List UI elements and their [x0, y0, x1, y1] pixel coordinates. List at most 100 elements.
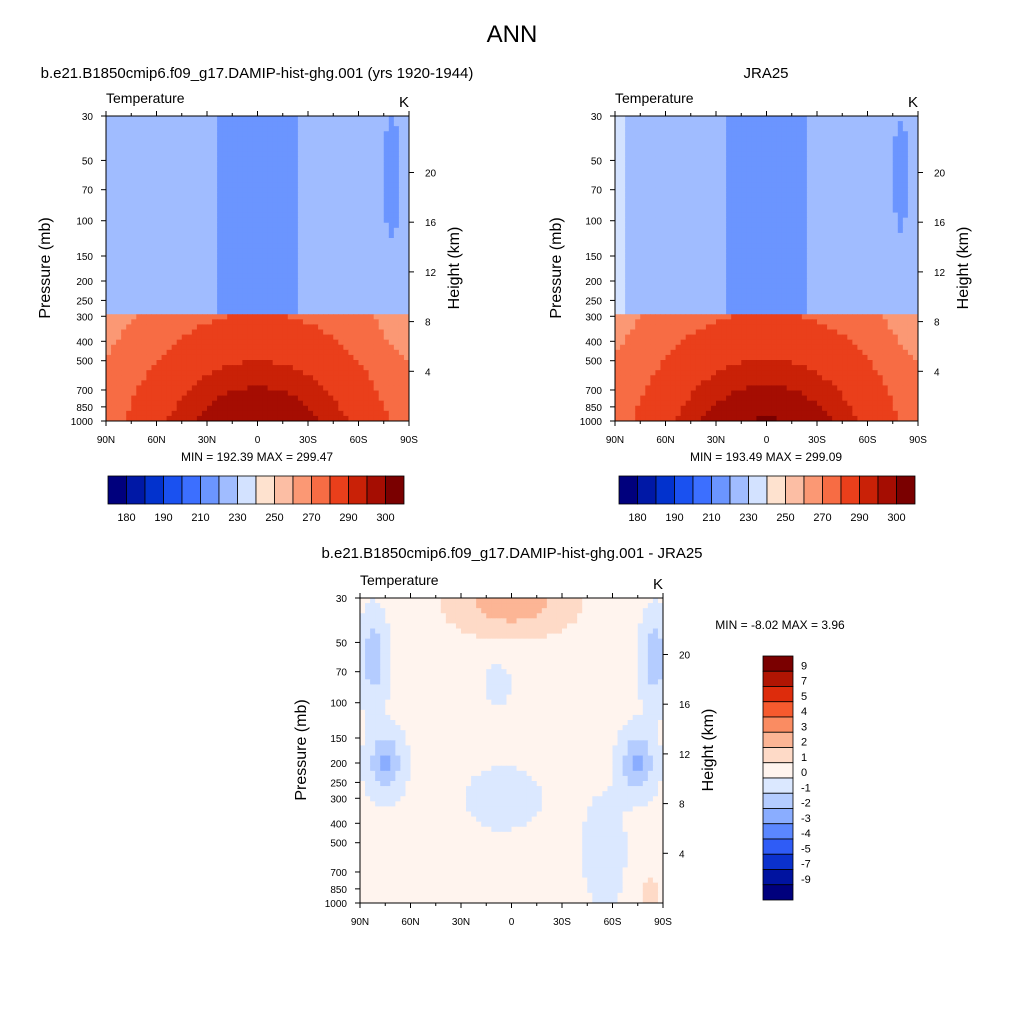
contour-cell	[731, 207, 737, 214]
contour-cell	[257, 232, 264, 239]
contour-cell	[373, 238, 380, 244]
contour-cell	[297, 380, 304, 387]
contour-cell	[338, 161, 344, 168]
contour-cell	[186, 171, 193, 178]
contour-cell	[272, 187, 279, 193]
contour-cell	[272, 380, 279, 387]
contour-cell	[827, 197, 833, 204]
contour-cell	[378, 146, 385, 153]
contour-cell	[323, 299, 329, 305]
contour-cell	[685, 212, 692, 219]
contour-cell	[272, 212, 279, 219]
contour-cell	[776, 156, 783, 163]
contour-cell	[131, 263, 137, 270]
contour-cell	[403, 156, 409, 163]
contour-cell	[242, 278, 248, 285]
contour-cell	[867, 192, 874, 198]
contour-cell	[313, 126, 319, 132]
contour-cell	[837, 131, 843, 137]
contour-cell	[227, 207, 233, 214]
contour-cell	[388, 238, 395, 244]
contour-cell	[297, 232, 304, 239]
contour-cell	[872, 146, 879, 153]
contour-cell	[756, 136, 763, 143]
contour-cell	[368, 360, 375, 366]
contour-cell	[363, 146, 370, 153]
contour-cell	[106, 299, 112, 305]
contour-cell	[726, 187, 732, 193]
contour-cell	[705, 217, 712, 224]
contour-cell	[363, 314, 370, 320]
contour-cell	[318, 278, 324, 285]
contour-cell	[615, 156, 621, 163]
contour-cell	[857, 166, 864, 173]
contour-cell	[791, 116, 798, 122]
contour-cell	[201, 309, 208, 315]
contour-cell	[791, 121, 798, 127]
contour-cell	[640, 207, 646, 214]
contour-cell	[287, 304, 294, 310]
contour-cell	[373, 131, 380, 137]
contour-cell	[186, 238, 193, 244]
contour-cell	[680, 187, 687, 193]
contour-cell	[801, 166, 808, 173]
contour-cell	[156, 288, 163, 295]
contour-cell	[257, 405, 264, 412]
contour-cell	[131, 116, 137, 122]
contour-cell	[146, 202, 153, 209]
contour-cell	[852, 166, 858, 173]
contour-cell	[403, 344, 409, 351]
contour-cell	[116, 126, 122, 132]
contour-cell	[191, 349, 198, 356]
contour-cell	[196, 415, 203, 421]
contour-cell	[267, 304, 274, 310]
contour-cell	[318, 288, 324, 295]
contour-cell	[741, 182, 747, 188]
contour-cell	[897, 217, 904, 224]
contour-cell	[388, 339, 395, 346]
contour-cell	[872, 192, 879, 198]
contour-cell	[338, 410, 344, 417]
contour-cell	[277, 263, 284, 270]
contour-cell	[731, 212, 737, 219]
contour-cell	[650, 131, 656, 137]
contour-cell	[222, 263, 228, 270]
contour-cell	[282, 400, 289, 407]
contour-cell	[242, 354, 248, 361]
contour-cell	[106, 329, 112, 336]
contour-cell	[196, 197, 203, 204]
contour-cell	[136, 324, 142, 331]
contour-cell	[166, 390, 173, 397]
contour-cell	[343, 171, 349, 178]
contour-cell	[262, 258, 269, 265]
contour-cell	[292, 253, 299, 259]
contour-cell	[156, 278, 163, 285]
contour-cell	[756, 116, 763, 122]
contour-cell	[736, 207, 742, 214]
contour-cell	[186, 390, 193, 397]
contour-cell	[398, 187, 405, 193]
contour-cell	[645, 177, 651, 183]
contour-cell	[111, 268, 117, 275]
contour-cell	[242, 395, 248, 402]
contour-cell	[680, 141, 687, 148]
contour-cell	[106, 171, 112, 178]
contour-cell	[287, 207, 294, 214]
contour-cell	[373, 243, 380, 249]
contour-cell	[262, 293, 269, 300]
contour-cell	[716, 202, 722, 209]
contour-cell	[383, 309, 390, 315]
contour-cell	[766, 197, 773, 204]
contour-cell	[222, 227, 228, 234]
contour-cell	[297, 354, 304, 361]
contour-cell	[146, 238, 153, 244]
contour-cell	[201, 288, 208, 295]
contour-cell	[398, 339, 405, 346]
figure-title: ANN	[487, 21, 538, 48]
contour-cell	[832, 131, 838, 137]
colorbar-label: 270	[302, 512, 320, 524]
contour-cell	[343, 166, 349, 173]
contour-cell	[902, 192, 909, 198]
contour-cell	[338, 182, 344, 188]
contour-cell	[660, 116, 667, 122]
